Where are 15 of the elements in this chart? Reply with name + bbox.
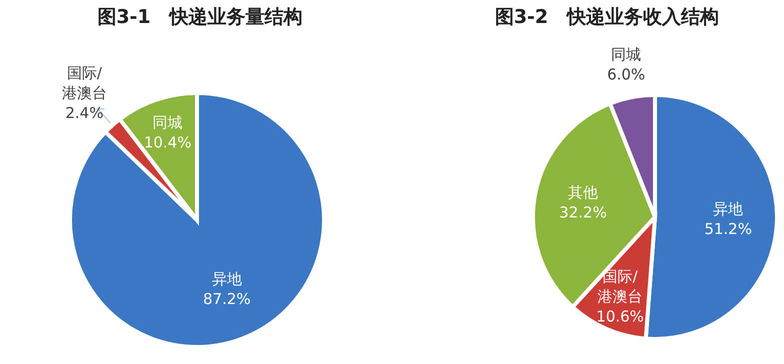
data-label: 10.4% <box>144 133 192 152</box>
data-label: 32.2% <box>559 204 607 222</box>
data-label: 87.2% <box>202 290 251 308</box>
slice-label: 异地 <box>713 200 744 218</box>
data-label: 6.0% <box>607 66 646 84</box>
slice-label: 异地 <box>212 270 242 288</box>
data-label: 10.6% <box>596 308 644 326</box>
slice-label: 同城 <box>152 113 183 132</box>
data-label: 2.4% <box>65 104 104 122</box>
chart-title: 图3-1 快递业务量结构 <box>96 5 304 30</box>
chart-title: 图3-2 快递业务收入结构 <box>494 5 720 30</box>
data-label: 51.2% <box>704 220 752 238</box>
slice-label: 国际/港澳台 <box>62 64 107 102</box>
slice-label: 同城 <box>611 46 642 64</box>
slice-label: 其他 <box>568 184 598 202</box>
